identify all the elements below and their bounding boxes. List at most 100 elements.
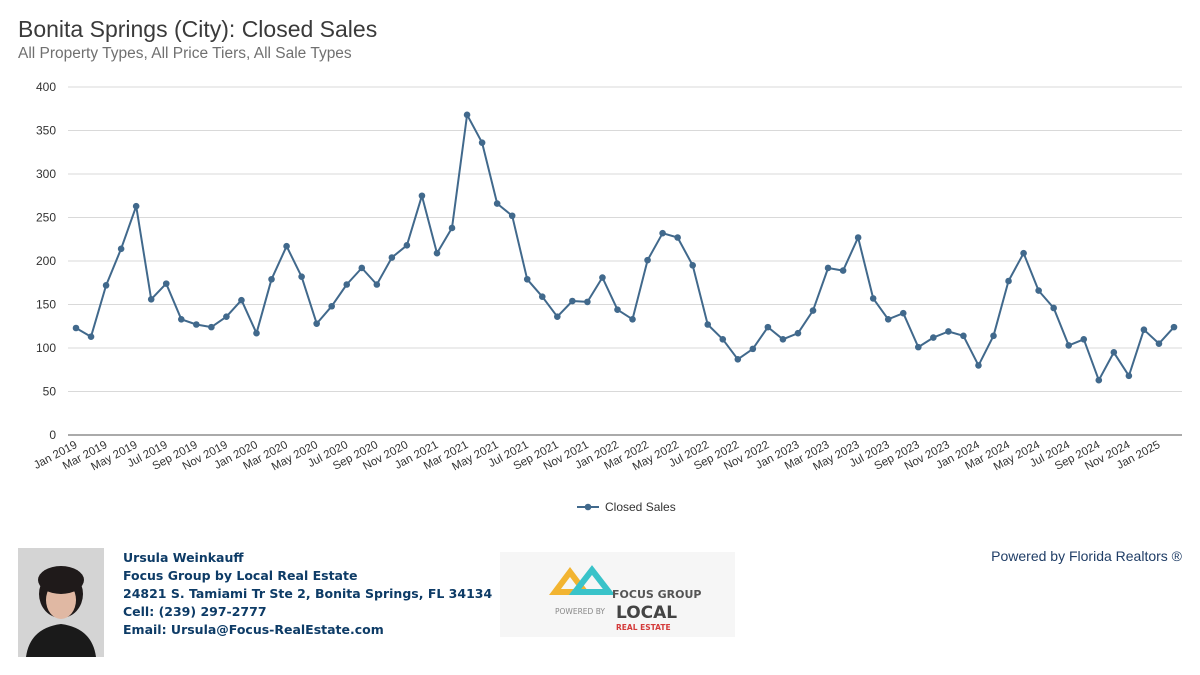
data-point	[674, 234, 681, 241]
data-point	[1080, 336, 1088, 343]
data-point	[884, 315, 892, 323]
legend-marker	[584, 503, 592, 511]
y-tick-label: 100	[36, 341, 56, 355]
data-point	[343, 281, 351, 288]
data-point	[1035, 287, 1042, 294]
data-point	[102, 282, 110, 289]
data-point	[358, 264, 366, 272]
data-point	[915, 343, 922, 351]
agent-company: Focus Group by Local Real Estate	[123, 568, 358, 583]
data-point	[132, 202, 140, 210]
agent-address: 24821 S. Tamiami Tr Ste 2, Bonita Spring…	[123, 586, 493, 601]
data-point	[373, 281, 381, 288]
data-point	[990, 332, 997, 340]
data-point	[193, 321, 200, 328]
y-tick-label: 400	[36, 80, 56, 94]
y-tick-label: 50	[43, 385, 57, 399]
data-point	[448, 224, 456, 232]
company-logo: FOCUS GROUP POWERED BY LOCAL REAL ESTATE	[500, 552, 735, 637]
data-point	[328, 302, 335, 310]
data-point	[975, 362, 982, 369]
chart-title: Bonita Springs (City): Closed Sales	[18, 16, 378, 42]
agent-photo	[18, 548, 104, 657]
data-point	[508, 212, 516, 220]
data-point	[689, 262, 696, 269]
data-point	[403, 242, 411, 249]
data-point	[493, 200, 501, 207]
data-point	[614, 306, 621, 314]
y-tick-label: 350	[36, 124, 56, 138]
data-point	[854, 234, 862, 241]
data-point	[1050, 304, 1057, 312]
data-point	[478, 139, 486, 146]
data-point	[839, 267, 847, 274]
data-point	[388, 254, 396, 261]
series-closed-sales	[72, 111, 1178, 384]
data-point	[659, 229, 666, 237]
agent-contact: Ursula Weinkauff Focus Group by Local Re…	[123, 549, 492, 639]
y-tick-label: 150	[36, 298, 56, 312]
data-point	[117, 245, 125, 253]
data-point	[1125, 372, 1133, 380]
data-point	[147, 295, 155, 303]
data-point	[523, 275, 531, 283]
data-point	[72, 324, 80, 332]
agent-cell: Cell: (239) 297-2777	[123, 604, 267, 619]
agent-email[interactable]: Email: Ursula@Focus-RealEstate.com	[123, 622, 384, 637]
data-point	[719, 336, 727, 343]
legend: Closed Sales	[577, 500, 676, 514]
agent-name: Ursula Weinkauff	[123, 550, 244, 565]
gridlines	[68, 86, 1182, 436]
data-point	[1005, 277, 1012, 285]
data-point	[584, 298, 591, 306]
data-point	[1065, 342, 1073, 349]
data-point	[433, 249, 441, 257]
data-point	[313, 320, 320, 327]
chart-subtitle: All Property Types, All Price Tiers, All…	[18, 45, 352, 62]
data-point	[569, 297, 576, 305]
data-point	[704, 321, 712, 328]
data-point	[1140, 326, 1148, 334]
data-point	[162, 280, 170, 287]
data-point	[599, 274, 606, 281]
y-tick-label: 0	[49, 428, 56, 442]
data-point	[1110, 349, 1118, 356]
data-point	[1170, 323, 1178, 331]
data-point	[794, 329, 802, 337]
logo-local-text: LOCAL	[616, 603, 677, 623]
data-point	[1020, 249, 1027, 257]
legend-label: Closed Sales	[605, 500, 676, 514]
data-point	[764, 323, 772, 331]
data-point	[960, 332, 967, 340]
y-tick-label: 200	[36, 254, 56, 268]
data-point	[463, 111, 471, 119]
data-point	[87, 333, 95, 340]
y-tick-label: 300	[36, 167, 56, 181]
data-point	[629, 315, 636, 323]
logo-real-estate-text: REAL ESTATE	[616, 623, 671, 632]
logo-powered-by-text: POWERED BY	[555, 607, 605, 616]
data-point	[418, 192, 426, 200]
data-point	[208, 323, 215, 331]
data-point	[734, 356, 742, 363]
data-point	[554, 313, 561, 320]
y-axis: 0 50 100 150 200 250 300 350 400	[36, 80, 56, 442]
data-point	[298, 273, 305, 280]
data-point	[268, 275, 275, 283]
data-point	[644, 256, 651, 264]
data-point	[869, 295, 877, 302]
data-point	[930, 334, 937, 341]
data-point	[749, 345, 757, 353]
data-point	[779, 336, 787, 343]
data-point	[809, 307, 817, 314]
data-point	[824, 264, 832, 272]
data-point	[1095, 376, 1103, 384]
y-tick-label: 250	[36, 211, 56, 225]
data-point	[899, 309, 907, 317]
data-point	[538, 293, 546, 300]
powered-by-text: Powered by Florida Realtors ®	[991, 548, 1182, 564]
data-point	[223, 313, 230, 320]
data-point	[283, 242, 290, 250]
